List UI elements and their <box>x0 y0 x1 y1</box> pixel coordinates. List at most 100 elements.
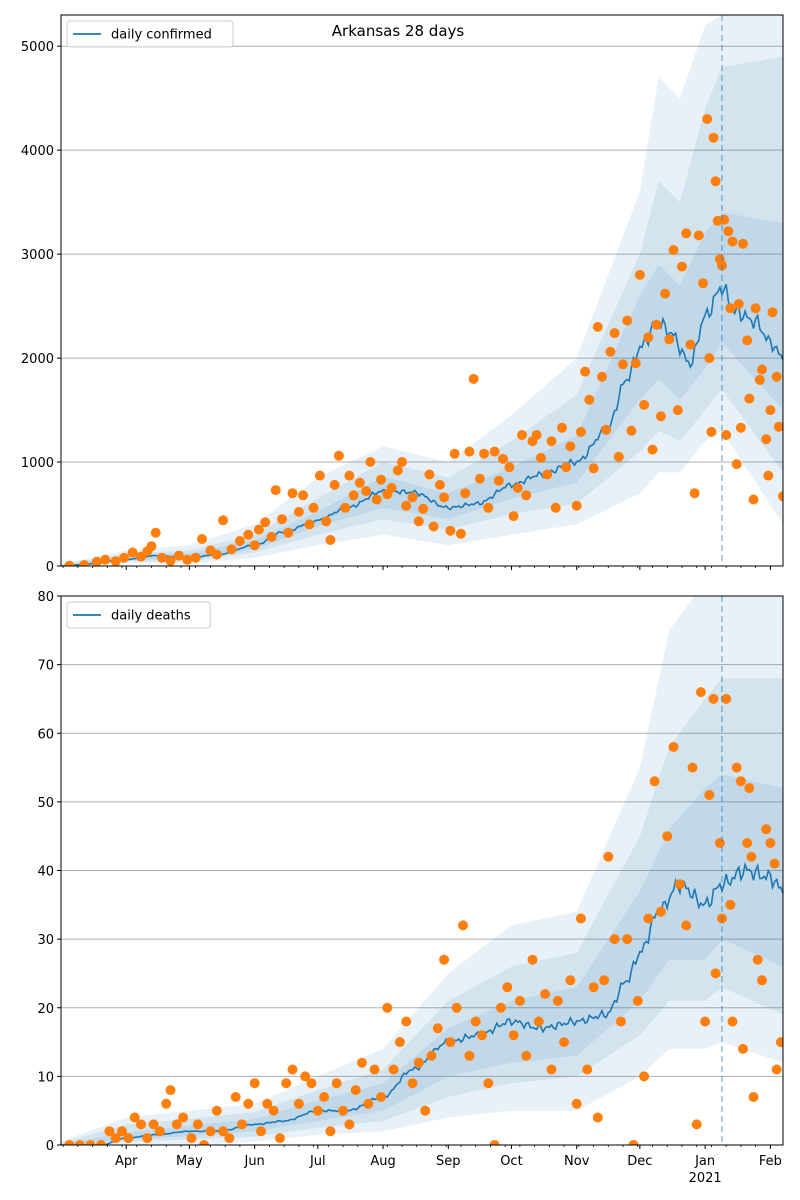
data-point <box>325 1126 336 1137</box>
data-point <box>293 1098 304 1109</box>
data-point <box>742 838 753 848</box>
data-point <box>165 555 176 566</box>
data-point <box>708 132 719 143</box>
data-point <box>340 502 351 513</box>
data-point <box>622 934 633 945</box>
data-point <box>333 450 344 461</box>
data-point <box>615 1016 626 1027</box>
data-point <box>710 176 721 187</box>
data-point <box>104 1126 115 1137</box>
data-point <box>477 1030 487 1041</box>
data-point <box>731 762 742 773</box>
data-point <box>778 491 783 502</box>
data-point <box>571 1098 582 1109</box>
y-tick-label: 4000 <box>21 144 54 159</box>
y-tick-label: 1000 <box>21 456 54 471</box>
figure-title: Arkansas 28 days <box>332 22 465 40</box>
data-point <box>304 519 315 530</box>
data-point <box>192 1119 203 1130</box>
data-point <box>773 421 783 432</box>
data-point <box>630 358 641 369</box>
y-tick-label: 0 <box>46 1139 54 1154</box>
legend: daily confirmed <box>66 20 234 48</box>
data-point <box>748 1092 759 1102</box>
data-point <box>464 446 475 457</box>
data-point <box>260 517 271 528</box>
data-point <box>540 989 551 999</box>
x-tick-label: Jun <box>243 1154 264 1169</box>
data-point <box>714 838 725 848</box>
data-point <box>575 913 586 924</box>
data-point <box>268 1105 279 1116</box>
data-point <box>664 334 675 345</box>
data-point <box>74 1140 85 1145</box>
data-point <box>418 503 429 514</box>
data-point <box>458 920 468 931</box>
data-point <box>521 1050 532 1061</box>
uncertainty-band <box>61 774 783 1145</box>
x-tick-label: Nov <box>564 1154 590 1169</box>
data-point <box>64 560 75 566</box>
data-point <box>761 824 772 835</box>
data-point <box>527 954 538 965</box>
data-point <box>354 477 365 488</box>
data-point <box>584 394 595 405</box>
data-point <box>205 1126 216 1137</box>
data-point <box>767 307 778 318</box>
data-point <box>700 1016 711 1027</box>
data-point <box>199 1140 210 1145</box>
data-point <box>723 226 734 237</box>
data-point <box>357 1057 367 1068</box>
data-point <box>171 1119 182 1130</box>
data-point <box>693 230 704 241</box>
data-point <box>769 858 780 869</box>
data-point <box>727 236 738 247</box>
data-point <box>609 934 620 945</box>
data-point <box>211 1105 222 1116</box>
data-point <box>344 470 355 481</box>
data-point <box>643 332 654 343</box>
data-point <box>744 783 755 794</box>
y-tick-label: 10 <box>37 1070 54 1085</box>
data-point <box>428 521 439 532</box>
uncertainty-band <box>61 56 783 566</box>
data-point <box>371 494 382 505</box>
data-point <box>338 1105 349 1116</box>
data-point <box>752 954 763 965</box>
data-point <box>470 1016 481 1027</box>
data-point <box>483 502 494 513</box>
data-point <box>531 430 542 440</box>
data-point <box>698 278 708 289</box>
data-point <box>651 319 662 330</box>
data-point <box>293 506 304 517</box>
data-point <box>218 515 229 526</box>
data-point <box>727 1016 738 1027</box>
data-point <box>601 424 612 435</box>
data-point <box>628 1140 639 1145</box>
data-point <box>234 536 245 546</box>
data-point <box>721 693 732 704</box>
data-point <box>350 1085 361 1096</box>
data-point <box>754 374 765 385</box>
data-point <box>474 473 485 484</box>
data-point <box>274 1133 285 1144</box>
data-point <box>535 452 546 463</box>
data-point <box>308 502 319 513</box>
data-point <box>495 1002 506 1013</box>
data-point <box>738 1043 748 1054</box>
data-point <box>230 1092 241 1102</box>
data-point <box>668 742 679 752</box>
x-tick-label: Aug <box>370 1154 395 1169</box>
data-point <box>483 1078 494 1089</box>
data-point <box>178 1112 189 1123</box>
data-point <box>771 1064 782 1075</box>
data-point <box>445 525 456 536</box>
data-point <box>512 483 523 493</box>
data-point <box>489 446 500 457</box>
data-point <box>361 486 372 497</box>
axes-frame <box>60 595 784 1146</box>
data-point <box>386 483 397 493</box>
data-point <box>186 1133 197 1144</box>
data-point <box>603 851 614 862</box>
data-point <box>761 434 772 445</box>
